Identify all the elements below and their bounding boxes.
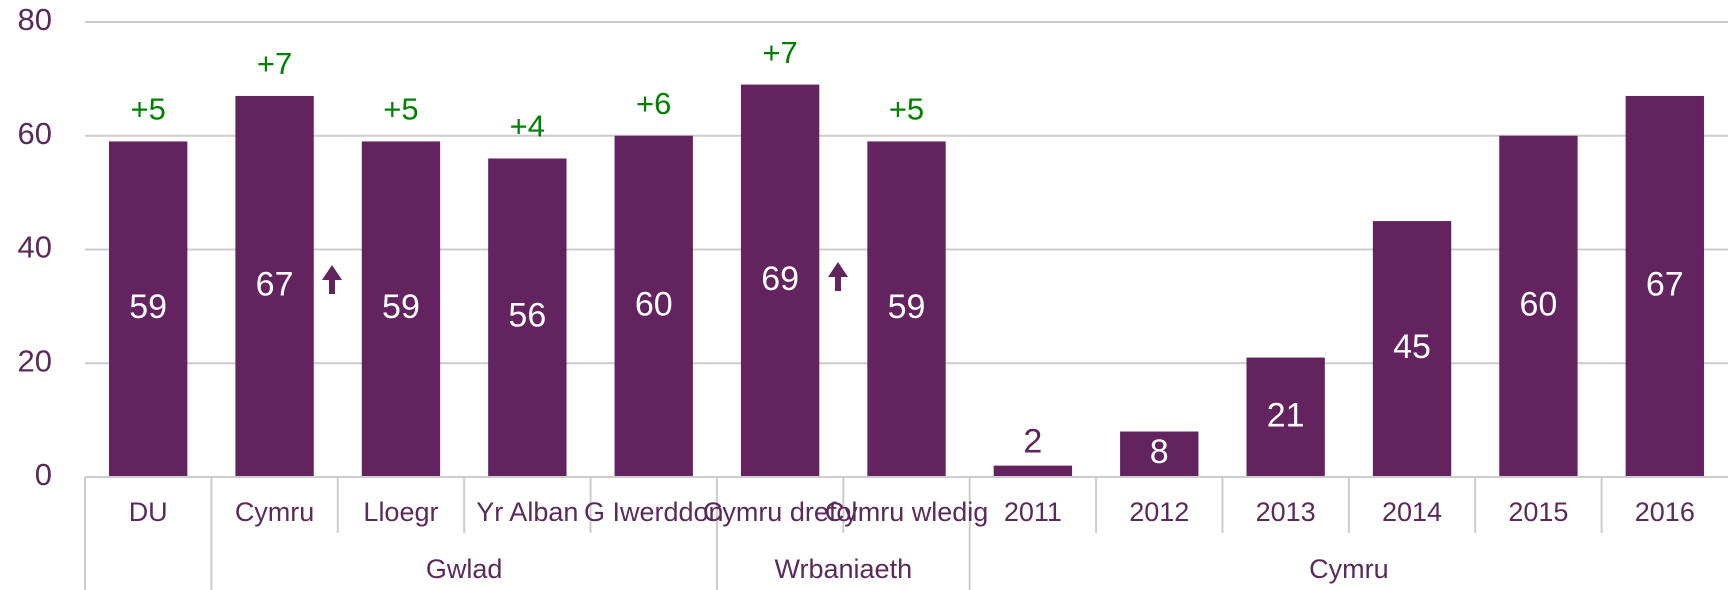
change-label: +5 xyxy=(383,92,418,127)
x-tick-label: 2011 xyxy=(1004,497,1062,527)
value-label: 45 xyxy=(1393,328,1431,366)
bar xyxy=(740,84,820,477)
change-label: +7 xyxy=(762,35,797,70)
change-label: +5 xyxy=(131,92,166,127)
value-label: 56 xyxy=(508,297,546,335)
value-label: 21 xyxy=(1267,396,1305,434)
x-tick-label: DU xyxy=(129,497,168,527)
group-label: Wrbaniaeth xyxy=(775,554,913,584)
change-label: +4 xyxy=(510,109,545,144)
bar xyxy=(1372,221,1452,477)
bar xyxy=(488,158,567,477)
bar xyxy=(867,141,946,477)
value-label: 60 xyxy=(635,285,673,323)
x-tick-label: Cymru wledig xyxy=(825,497,989,527)
x-tick-label: G Iwerddon xyxy=(584,497,724,527)
group-label: Cymru xyxy=(1309,554,1389,584)
x-tick-label: 2015 xyxy=(1508,497,1568,527)
x-tick-label: 2013 xyxy=(1256,497,1316,527)
y-tick-label: 80 xyxy=(18,2,52,37)
value-label: 59 xyxy=(382,288,420,326)
group-label: Gwlad xyxy=(426,554,503,584)
bar xyxy=(1625,95,1704,477)
y-tick-label: 60 xyxy=(18,116,52,151)
bar xyxy=(1120,431,1199,477)
value-label: 59 xyxy=(129,288,167,326)
increase-arrow xyxy=(322,265,342,294)
value-label: 67 xyxy=(1646,265,1684,303)
increase-arrow xyxy=(828,262,848,291)
bar xyxy=(361,141,441,477)
value-label: 60 xyxy=(1520,285,1558,323)
bar xyxy=(1246,357,1325,477)
value-label: 8 xyxy=(1150,433,1169,471)
x-tick-label: Lloegr xyxy=(363,497,438,527)
value-label: 69 xyxy=(761,260,799,298)
bar xyxy=(1499,135,1578,477)
y-tick-label: 40 xyxy=(18,230,52,265)
x-tick-label: 2014 xyxy=(1382,497,1442,527)
change-label: +5 xyxy=(889,92,924,127)
bar xyxy=(993,465,1073,477)
value-label: 59 xyxy=(888,288,926,326)
bar xyxy=(614,135,693,477)
y-tick-label: 0 xyxy=(35,457,52,492)
change-label: +7 xyxy=(257,46,292,81)
x-tick-label: 2016 xyxy=(1635,497,1695,527)
y-tick-label: 20 xyxy=(18,343,52,378)
x-tick-label: 2012 xyxy=(1129,497,1189,527)
bar xyxy=(235,95,314,477)
x-tick-label: Yr Alban xyxy=(476,497,578,527)
x-tick-label: Cymru drefol xyxy=(703,497,858,527)
bar xyxy=(109,141,188,477)
value-label: 67 xyxy=(256,265,294,303)
change-label: +6 xyxy=(636,86,671,121)
value-label: 2 xyxy=(1023,423,1042,461)
x-tick-label: Cymru xyxy=(235,497,315,527)
